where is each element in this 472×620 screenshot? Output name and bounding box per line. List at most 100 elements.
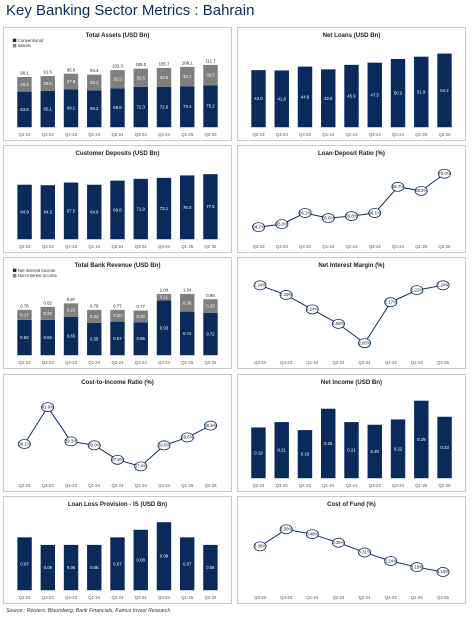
chart-title: Cost-to-Income Ratio (%) (81, 379, 154, 386)
data-label: 65.1 (44, 107, 53, 112)
bar-islamic (40, 76, 55, 91)
x-tick-label: Q3-24 (369, 244, 382, 249)
legend-swatch (12, 38, 17, 43)
data-label: 0.20 (371, 449, 380, 454)
data-point (17, 439, 31, 449)
x-tick-label: Q1-24 (322, 132, 335, 137)
x-tick-label: Q2-23 (19, 244, 32, 249)
x-tick-label: Q2-24 (111, 483, 124, 488)
x-tick-label: Q3-24 (369, 483, 382, 488)
bar-net-interest-income (110, 321, 125, 356)
data-label: 0.20 (113, 313, 122, 318)
x-tick-label: Q2-23 (18, 132, 31, 137)
data-label: 64.7% (252, 224, 264, 229)
x-tick-label: Q4-23 (299, 244, 312, 249)
data-label: 65.6% (322, 215, 334, 220)
x-tick-label: Q1-25 (181, 483, 194, 488)
bar (17, 537, 32, 591)
data-label: 0.30 (183, 300, 192, 305)
data-point (134, 461, 148, 472)
data-label: 64.9 (90, 209, 99, 214)
bar-conventional (156, 86, 172, 128)
data-label: 72.6 (160, 104, 169, 109)
data-label: 68.7% (392, 184, 404, 189)
total-label: 105.7 (159, 62, 170, 67)
data-label: 0.07 (113, 561, 122, 566)
x-tick-label: Q2-23 (252, 483, 265, 488)
data-point (384, 297, 398, 308)
data-label: 3.50% (280, 527, 292, 532)
panel-customer-deposits: Customer Deposits (USD Bn) Q2-23 Q3-23 Q4-2… (3, 145, 232, 253)
data-label: 0.08 (137, 557, 146, 562)
chart-title: Cost of Fund (%) (327, 501, 376, 508)
data-label: 2.14% (306, 307, 318, 312)
data-label: 0.07 (20, 561, 29, 566)
x-tick-label: Q3-23 (254, 595, 267, 600)
data-label: 65.0% (276, 221, 288, 226)
data-point (410, 285, 424, 296)
bar-net-interest-income (63, 316, 79, 356)
x-tick-label: Q3-24 (135, 132, 148, 137)
data-label: 0.29 (417, 437, 426, 442)
bar (203, 174, 218, 240)
bar (414, 400, 429, 479)
data-label: 0.22 (90, 314, 99, 319)
panel-total-bank-revenue: Total Bank Revenue (USD Bn) Q2-23 Q3-23 Q4-… (3, 257, 232, 369)
bar (297, 66, 313, 128)
data-label: 0.06 (67, 565, 76, 570)
x-tick-label: Q3-24 (135, 595, 148, 600)
panel-total-assets: Total Assets (USD Bn) Q2-23 Q3-23 Q4-23 Q1-2… (3, 27, 232, 141)
x-tick-label: Q3-23 (42, 132, 55, 137)
data-label: 41.8 (278, 96, 287, 101)
data-label: 42.6 (324, 96, 333, 101)
x-tick-label: Q4-24 (392, 132, 405, 137)
data-label: 0.74 (183, 331, 192, 336)
data-label: 0.06 (44, 565, 53, 570)
bar-non-interest-income (180, 293, 195, 312)
data-label: 0.18 (301, 452, 310, 457)
bar (344, 64, 359, 128)
bar (390, 59, 406, 128)
chart-title: Total Assets (USD Bn) (86, 32, 150, 39)
data-point (87, 440, 101, 451)
bar (63, 544, 79, 591)
panel-loan-loss-provision: Loan Loss Provision - IS (USD Bn) Q2-23 Q3… (3, 496, 232, 604)
bar-islamic (110, 70, 125, 89)
chart-net-interest-margin: Net Interest Margin (%) Q3-23 Q4-23 Q1-24 Q2… (253, 262, 450, 365)
x-tick-label: Q3-23 (276, 244, 289, 249)
x-tick-label: Q2-25 (204, 360, 217, 365)
data-label: 33.6 (160, 75, 169, 80)
data-label: 0.21 (347, 448, 356, 453)
x-tick-label: Q4-24 (385, 360, 398, 365)
bar-conventional (40, 90, 55, 128)
data-label: 0.22 (44, 311, 53, 316)
panel-net-loans: Net Loans (USD Bn) Q2-23 Q3-23 Q4-23 Q1-24 Q2… (237, 27, 466, 141)
x-tick-label: Q2-24 (346, 244, 359, 249)
x-tick-label: Q4-24 (158, 244, 171, 249)
chart-customer-deposits: Customer Deposits (USD Bn) Q2-23 Q3-23 Q4-2… (17, 150, 218, 249)
bar (40, 544, 56, 591)
legend-label: Non-Interest Income (18, 273, 58, 278)
total-label: 0.77 (113, 303, 122, 308)
data-label: 47.5 (371, 92, 380, 97)
x-tick-label: Q3-24 (359, 595, 372, 600)
data-point (345, 211, 358, 221)
data-label: 66.1% (369, 210, 381, 215)
x-tick-label: Q2-25 (438, 244, 451, 249)
x-tick-label: Q2-25 (437, 595, 450, 600)
data-label: 67.5 (67, 208, 76, 213)
bar (133, 529, 148, 591)
bar-conventional (180, 86, 195, 128)
data-label: 2.24% (437, 283, 449, 288)
x-tick-label: Q3-23 (276, 132, 289, 137)
x-tick-label: Q1-24 (306, 360, 319, 365)
data-label: 39.3% (65, 439, 77, 444)
x-tick-label: Q1-25 (181, 360, 194, 365)
x-tick-label: Q2-23 (253, 244, 266, 249)
bar-non-interest-income (133, 310, 148, 323)
total-label: 105.0 (135, 62, 146, 67)
data-label: 37.9% (111, 457, 123, 462)
data-label: 0.06 (206, 565, 215, 570)
x-tick-label: Q3-24 (135, 360, 148, 365)
bar (179, 537, 195, 591)
